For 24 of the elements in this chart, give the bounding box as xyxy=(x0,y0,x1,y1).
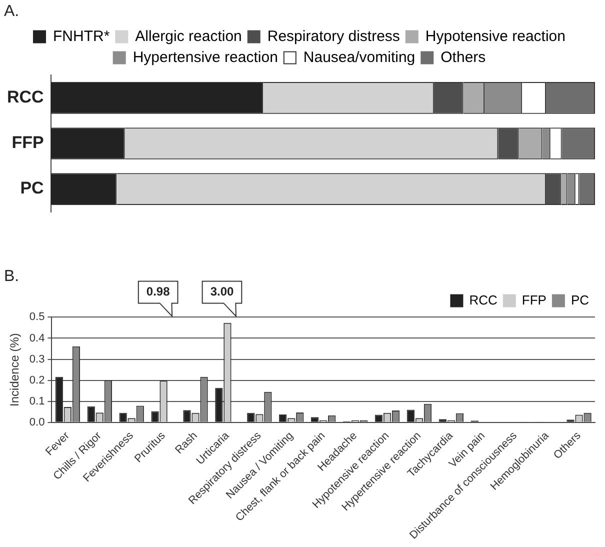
y-tick-label: 0.0 xyxy=(29,416,45,428)
chart-title: B. xyxy=(4,268,20,286)
y-tick-label: RCC xyxy=(6,88,44,107)
text: 3.00 xyxy=(210,284,234,299)
y-tick-label: 0.5 xyxy=(29,311,45,324)
legend-label: Hypertensive reaction xyxy=(132,48,278,66)
legend-label: PC xyxy=(570,292,590,308)
y-tick-label: FFP xyxy=(12,133,44,152)
legend-label: FNHTR* xyxy=(53,28,110,45)
legend-label: Others xyxy=(440,48,486,66)
y-tick-label: 0.2 xyxy=(29,374,45,386)
y-tick-label: 0.3 xyxy=(29,353,45,366)
text: 0.98 xyxy=(146,284,170,299)
y-tick-label: 0.1 xyxy=(29,395,45,408)
legend-label: Allergic reaction xyxy=(135,28,242,45)
legend-label: RCC xyxy=(469,292,498,308)
legend-label: FFP xyxy=(522,292,546,308)
y-tick-label: PC xyxy=(20,178,44,198)
legend-label: Hypotensive reaction xyxy=(425,28,566,45)
legend-label: Respiratory distress xyxy=(267,28,400,45)
y-axis-title: Incidence (%) xyxy=(8,333,22,406)
y-tick-label: 0.4 xyxy=(29,332,45,344)
legend-label: Nausea/vomiting xyxy=(303,48,416,66)
chart-title: A. xyxy=(4,3,20,20)
